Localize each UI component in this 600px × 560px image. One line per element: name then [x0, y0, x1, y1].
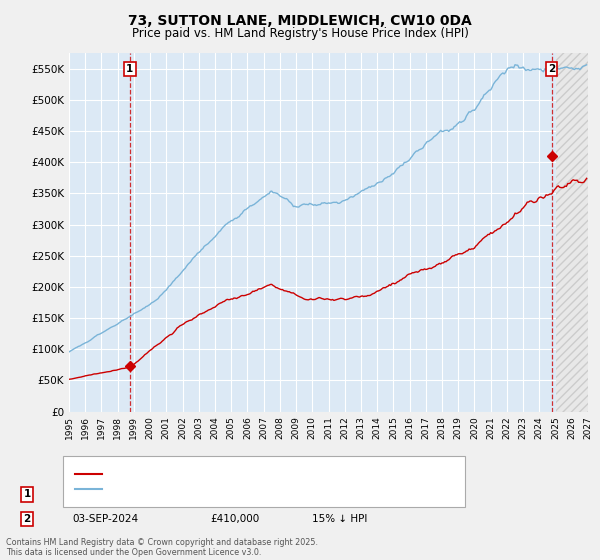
Text: £410,000: £410,000	[210, 514, 259, 524]
Text: 36% ↓ HPI: 36% ↓ HPI	[312, 489, 367, 500]
Text: 73, SUTTON LANE, MIDDLEWICH, CW10 0DA (detached house): 73, SUTTON LANE, MIDDLEWICH, CW10 0DA (d…	[108, 469, 414, 479]
Text: 15% ↓ HPI: 15% ↓ HPI	[312, 514, 367, 524]
Text: 25-SEP-1998: 25-SEP-1998	[72, 489, 139, 500]
Text: 03-SEP-2024: 03-SEP-2024	[72, 514, 138, 524]
Text: Price paid vs. HM Land Registry's House Price Index (HPI): Price paid vs. HM Land Registry's House …	[131, 27, 469, 40]
Text: 2: 2	[548, 64, 555, 74]
Text: £72,500: £72,500	[210, 489, 253, 500]
Text: HPI: Average price, detached house, Cheshire East: HPI: Average price, detached house, Ches…	[108, 484, 356, 494]
Text: Contains HM Land Registry data © Crown copyright and database right 2025.
This d: Contains HM Land Registry data © Crown c…	[6, 538, 318, 557]
Text: 1: 1	[126, 64, 133, 74]
Text: 2: 2	[23, 514, 31, 524]
Bar	[556, 53, 588, 412]
Text: 73, SUTTON LANE, MIDDLEWICH, CW10 0DA: 73, SUTTON LANE, MIDDLEWICH, CW10 0DA	[128, 14, 472, 28]
Text: 1: 1	[23, 489, 31, 500]
